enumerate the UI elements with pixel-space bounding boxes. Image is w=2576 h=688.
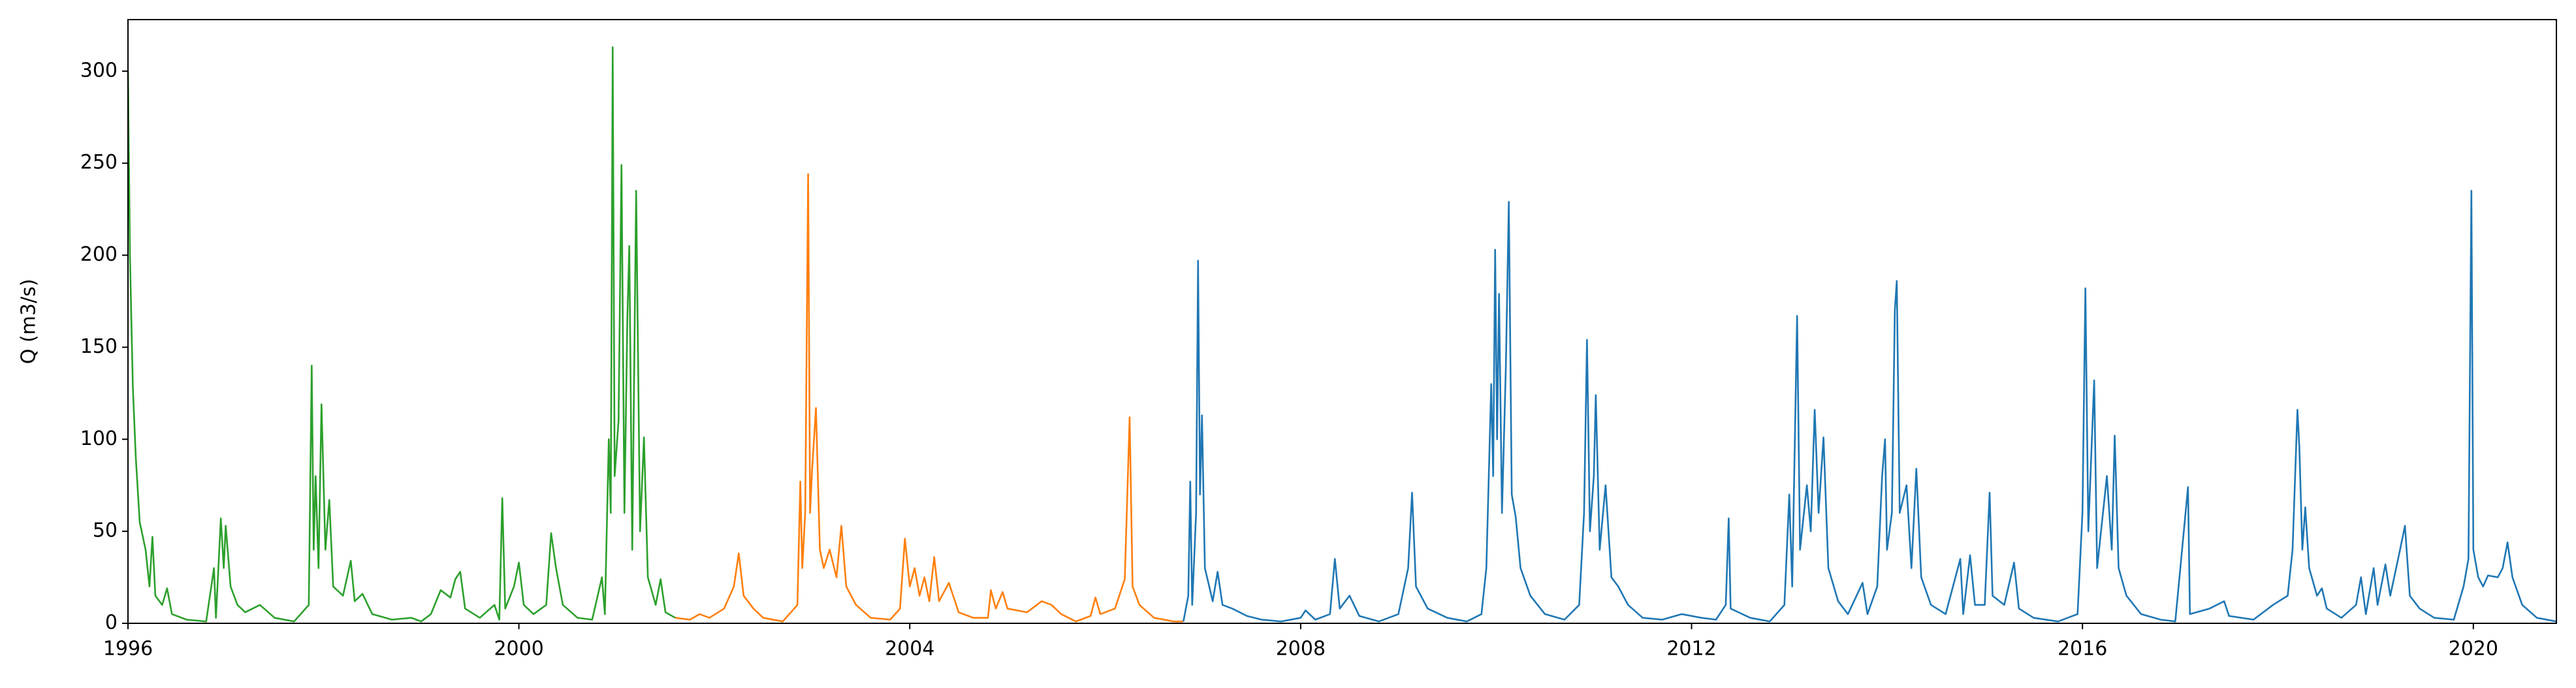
data-line [1183, 189, 2557, 623]
y-tick-label: 0 [105, 612, 118, 634]
x-tick-label: 2016 [2058, 638, 2107, 661]
y-tick-label: 50 [93, 519, 118, 542]
y-tick-label: 100 [80, 427, 118, 450]
x-tick-label: 2008 [1276, 638, 1326, 661]
y-tick-label: 300 [80, 59, 118, 82]
y-tick-label: 150 [80, 335, 118, 358]
x-tick-label: 2004 [885, 638, 934, 661]
x-tick-label: 2012 [1666, 638, 1716, 661]
data-line [127, 46, 676, 623]
x-tick-label: 1996 [103, 638, 153, 661]
y-tick-label: 250 [80, 151, 118, 174]
y-axis-label: Q (m3/s) [18, 279, 40, 365]
plot-frame [127, 19, 2557, 624]
y-tick-label: 200 [80, 243, 118, 266]
data-line [675, 173, 1184, 623]
x-tick-label: 2020 [2449, 638, 2498, 661]
x-tick-label: 2000 [494, 638, 543, 661]
